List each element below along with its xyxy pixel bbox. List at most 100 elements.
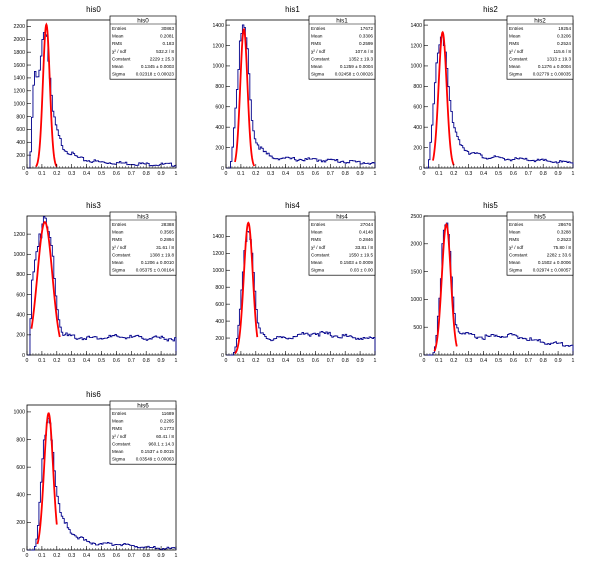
stats-row-label: Mean <box>509 34 521 39</box>
stats-row-value: 107.6 / 8 <box>355 49 373 54</box>
x-tick-label: 0.3 <box>267 171 274 177</box>
y-tick-label: 600 <box>16 465 25 471</box>
stats-box-frame <box>308 211 376 276</box>
stats-row-label: Entries <box>311 222 326 227</box>
stats-row-label: χ² / ndf <box>311 49 326 54</box>
x-tick-label: 0.6 <box>113 358 120 364</box>
x-tick-label: 0.5 <box>98 171 105 177</box>
x-tick-label: 0.1 <box>435 171 442 177</box>
panel-title: his6 <box>86 390 101 399</box>
histogram-series <box>27 32 177 169</box>
stats-row-value: 1313 ± 19.3 <box>547 56 572 61</box>
stats-row-label: Sigma <box>509 72 522 77</box>
stats-row-label: Sigma <box>112 72 125 77</box>
x-tick-label: 0.9 <box>356 358 363 364</box>
y-tick-label: 1000 <box>13 252 25 258</box>
stats-row-value: 0.3306 <box>359 34 373 39</box>
x-tick-label: 0.2 <box>450 358 457 364</box>
stats-row-label: χ² / ndf <box>112 49 127 54</box>
stats-box-title: his5 <box>534 213 546 220</box>
stats-row-label: RMS <box>311 41 321 46</box>
y-tick-label: 1000 <box>13 101 25 107</box>
x-tick-label: 0.8 <box>540 171 547 177</box>
x-tick-label: 0.7 <box>327 171 334 177</box>
x-tick-label: 0 <box>225 171 228 177</box>
stats-row-label: Sigma <box>112 268 125 273</box>
stats-row-value: 0.1206 ± 0.0010 <box>141 260 175 265</box>
x-tick-label: 0.9 <box>157 553 164 559</box>
y-tick-label: 400 <box>413 125 422 131</box>
gaussian-fit-curve <box>432 30 455 166</box>
stats-box-title: his4 <box>336 213 348 220</box>
y-tick-label: 400 <box>215 319 224 325</box>
stats-row-value: 0.1502 ± 0.0006 <box>538 260 572 265</box>
y-tick-label: 200 <box>215 336 224 342</box>
stats-row-value: 0.3206 <box>557 34 571 39</box>
stats-row-value: 0.2265 <box>160 419 174 424</box>
x-tick-label: 0.9 <box>356 171 363 177</box>
stats-row-value: 960.1 ± 14.3 <box>148 441 174 446</box>
x-tick-label: 0.5 <box>495 171 502 177</box>
histogram-series <box>27 216 177 356</box>
x-tick-label: 0.9 <box>157 358 164 364</box>
x-tick-label: 0 <box>423 358 426 364</box>
x-tick-label: 0.4 <box>83 171 90 177</box>
stats-row-value: 33.81 / 8 <box>355 245 373 250</box>
stats-row-label: RMS <box>112 237 122 242</box>
stats-box: his6 Entries 11689 Mean 0.2265 RMS 0.1773 χ² / … <box>109 400 177 465</box>
y-tick-label: 800 <box>215 84 224 90</box>
x-tick-label: 0.4 <box>282 358 289 364</box>
stats-row-label: Mean <box>311 34 323 39</box>
stats-row-value: 1352 ± 19.3 <box>349 56 374 61</box>
x-tick-label: 0.2 <box>53 358 60 364</box>
y-tick-label: 0 <box>419 353 422 359</box>
panel-title: his2 <box>483 5 498 14</box>
x-tick-label: 0.3 <box>465 171 472 177</box>
panel-title: his3 <box>86 201 101 210</box>
x-tick-label: 0.8 <box>143 553 150 559</box>
y-tick-label: 1200 <box>212 43 224 49</box>
stats-row-value: 0.1537 ± 0.0015 <box>141 449 175 454</box>
y-tick-label: 0 <box>419 166 422 172</box>
y-tick-label: 0 <box>22 353 25 359</box>
stats-row-label: Mean <box>112 260 124 265</box>
stats-row-label: Constant <box>112 56 131 61</box>
stats-row-value: 0.05375 ± 0.00164 <box>136 268 175 273</box>
stats-row-value: 532.2 / 8 <box>156 49 174 54</box>
stats-row-value: 115.6 / 8 <box>553 49 571 54</box>
x-tick-label: 0.7 <box>128 358 135 364</box>
x-tick-label: 0.5 <box>98 358 105 364</box>
stats-row-label: RMS <box>509 237 519 242</box>
stats-row-value: 0.2599 <box>359 41 373 46</box>
y-tick-label: 0 <box>22 166 25 172</box>
stats-row-label: Constant <box>311 56 330 61</box>
stats-row-value: 0.4148 <box>359 230 373 235</box>
stats-box-title: his0 <box>137 17 149 24</box>
stats-row-value: 75.80 / 8 <box>553 245 571 250</box>
x-tick-label: 0.8 <box>342 171 349 177</box>
panel-title: his1 <box>285 5 300 14</box>
stats-row-label: Entries <box>509 222 524 227</box>
y-tick-label: 0 <box>221 166 224 172</box>
y-tick-label: 800 <box>16 114 25 120</box>
y-tick-label: 400 <box>16 140 25 146</box>
stats-row-value: 0.2524 <box>557 41 571 46</box>
stats-row-label: Constant <box>509 252 528 257</box>
x-tick-label: 1 <box>175 171 178 177</box>
x-tick-label: 1 <box>175 358 178 364</box>
y-tick-label: 2500 <box>410 214 422 220</box>
y-tick-label: 200 <box>215 145 224 151</box>
x-tick-label: 0 <box>26 553 29 559</box>
stats-row-value: 0.1259 ± 0.0004 <box>340 64 374 69</box>
y-tick-label: 2200 <box>13 24 25 30</box>
x-tick-label: 0 <box>225 358 228 364</box>
y-tick-label: 1200 <box>212 251 224 257</box>
x-tick-label: 0.2 <box>53 171 60 177</box>
y-tick-label: 600 <box>215 105 224 111</box>
y-tick-label: 800 <box>16 437 25 443</box>
stats-row-label: Mean <box>112 64 124 69</box>
x-tick-label: 0.1 <box>237 171 244 177</box>
stats-row-label: Constant <box>509 56 528 61</box>
x-tick-label: 0 <box>26 171 29 177</box>
y-tick-label: 1000 <box>212 268 224 274</box>
